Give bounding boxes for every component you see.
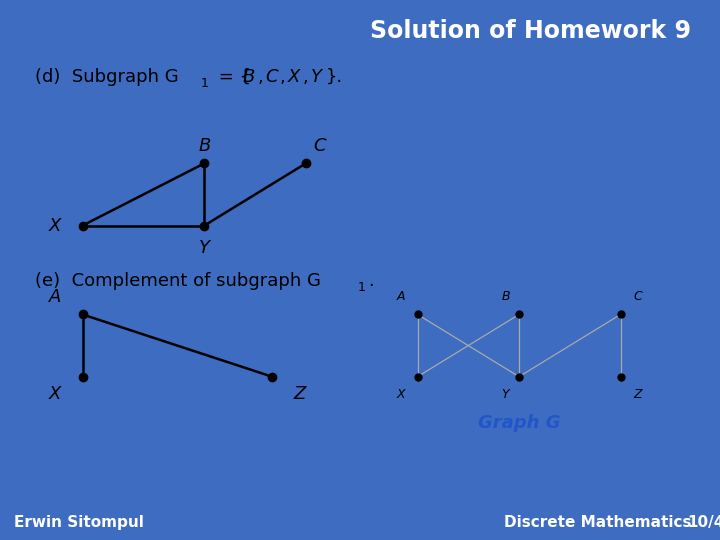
Text: Graph G: Graph G: [478, 415, 560, 433]
Text: Erwin Sitompul: Erwin Sitompul: [14, 515, 144, 530]
Text: Y: Y: [199, 239, 210, 257]
Text: B: B: [243, 68, 256, 86]
Text: 1: 1: [201, 77, 209, 90]
Text: }.: }.: [325, 68, 343, 86]
Text: (e)  Complement of subgraph G: (e) Complement of subgraph G: [35, 272, 321, 290]
Text: X: X: [287, 68, 300, 86]
Text: = {: = {: [213, 68, 251, 86]
Text: C: C: [633, 290, 642, 303]
Text: Y: Y: [310, 68, 322, 86]
Text: 10/4: 10/4: [688, 515, 720, 530]
Text: B: B: [501, 290, 510, 303]
Text: ,: ,: [257, 68, 263, 86]
Text: X: X: [49, 386, 62, 403]
Text: ,: ,: [302, 68, 308, 86]
Text: (d)  Subgraph G: (d) Subgraph G: [35, 68, 179, 86]
Text: Z: Z: [293, 386, 305, 403]
Text: C: C: [313, 137, 325, 154]
Text: .: .: [368, 272, 374, 290]
Text: Y: Y: [502, 388, 509, 401]
Text: A: A: [49, 288, 62, 306]
Text: 1: 1: [358, 281, 366, 294]
Text: B: B: [198, 137, 210, 154]
Text: Solution of Homework 9: Solution of Homework 9: [370, 19, 691, 43]
Text: X: X: [396, 388, 405, 401]
Text: X: X: [49, 217, 62, 234]
Text: Z: Z: [633, 388, 642, 401]
Text: Discrete Mathematics: Discrete Mathematics: [504, 515, 691, 530]
Text: C: C: [265, 68, 278, 86]
Text: ,: ,: [279, 68, 285, 86]
Text: A: A: [396, 290, 405, 303]
